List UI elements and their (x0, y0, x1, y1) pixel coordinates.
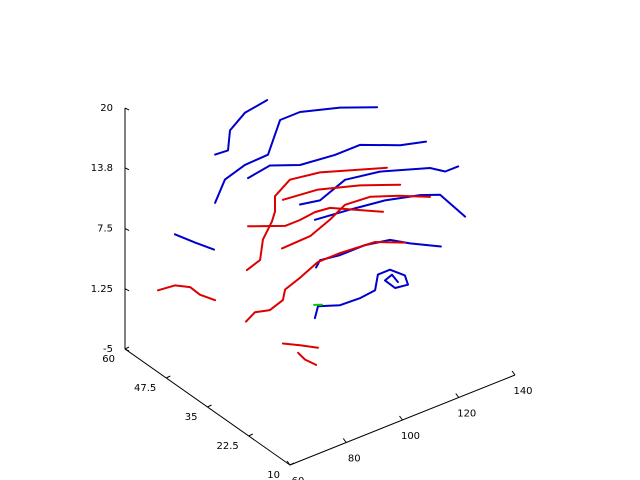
x-tick (511, 370, 516, 376)
curve (281, 342, 319, 349)
y-tick-label: 47.5 (134, 383, 156, 394)
x-tick (399, 415, 403, 421)
x-tick (342, 438, 347, 443)
curve (214, 106, 379, 204)
curve (313, 193, 467, 221)
curve (157, 284, 217, 302)
y-tick-label: 10 (267, 470, 280, 480)
z-tick (124, 288, 130, 292)
x-tick-label: 80 (348, 454, 361, 465)
x-tick-label: 140 (513, 386, 532, 397)
x-tick-label: 120 (457, 409, 476, 420)
z-tick-label: 13.8 (91, 163, 113, 174)
z-tick (124, 107, 130, 111)
y-tick (289, 462, 295, 466)
curve (297, 351, 318, 366)
curve (315, 238, 442, 269)
curve (245, 166, 388, 272)
y-tick (124, 346, 130, 350)
y-tick (248, 433, 253, 437)
curve (299, 165, 460, 206)
z-tick (124, 167, 130, 171)
z-tick-label: -5 (103, 344, 113, 355)
y-tick-label: 60 (102, 354, 115, 365)
x-tick (455, 393, 460, 398)
x-tick-label: 60 (292, 476, 305, 480)
curve (313, 268, 409, 320)
y-tick (207, 404, 212, 408)
y-tick (166, 375, 171, 379)
curve (214, 99, 269, 156)
z-tick-label: 20 (100, 103, 113, 114)
x-tick-label: 100 (401, 431, 420, 442)
x-tick (286, 460, 291, 466)
z-tick-label: 7.5 (97, 224, 113, 235)
curve (247, 140, 427, 180)
z-tick-label: 1.25 (91, 284, 113, 295)
curve (281, 194, 431, 250)
z-tick (124, 348, 130, 352)
y-tick-label: 35 (185, 412, 198, 423)
curve (247, 206, 384, 228)
curve (173, 233, 215, 251)
curve (245, 241, 406, 323)
y-tick-label: 22.5 (216, 441, 238, 452)
curve (281, 183, 402, 201)
z-tick (124, 228, 130, 231)
